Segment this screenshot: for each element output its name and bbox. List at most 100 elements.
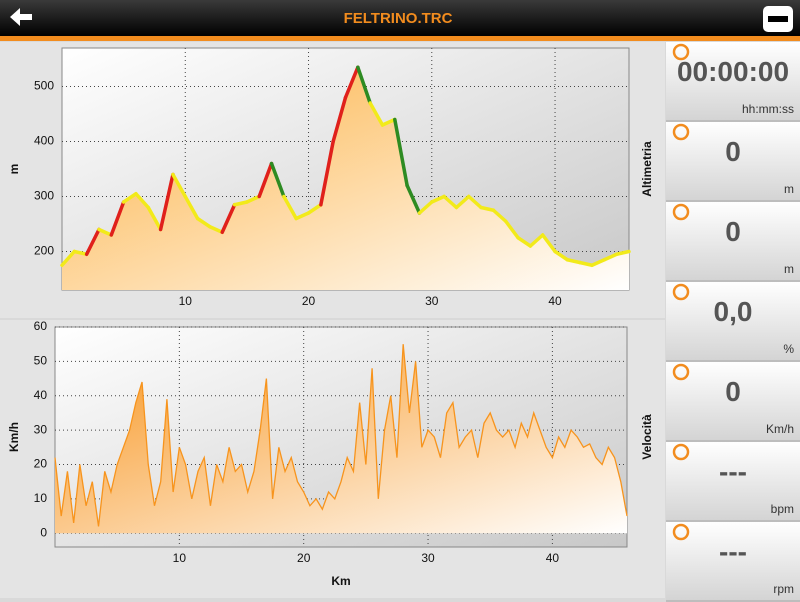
profile-segment bbox=[269, 161, 286, 199]
chart-title: Altimetria bbox=[640, 141, 654, 197]
x-tick-label: 30 bbox=[425, 294, 439, 308]
panel-unit: m bbox=[784, 182, 794, 196]
icon-shape bbox=[672, 523, 690, 541]
x-tick-label: 20 bbox=[302, 294, 316, 308]
panel-unit: rpm bbox=[773, 582, 794, 596]
panel-icon bbox=[672, 123, 690, 141]
x-tick-label: 10 bbox=[173, 551, 187, 565]
panel-value: 0 bbox=[725, 376, 741, 407]
profile-segment bbox=[183, 194, 200, 221]
profile-segment bbox=[158, 172, 175, 232]
icon-shape bbox=[672, 43, 690, 61]
x-tick-label: 30 bbox=[421, 551, 435, 565]
profile-segment bbox=[614, 249, 631, 256]
profile-segment bbox=[84, 227, 101, 256]
profile-segment bbox=[282, 194, 298, 221]
panel-value: 0,0 bbox=[713, 296, 753, 327]
y-axis-label: m bbox=[7, 164, 21, 175]
profile-segment bbox=[393, 117, 409, 188]
profile-segment bbox=[208, 225, 224, 234]
panel-icon bbox=[672, 443, 690, 461]
profile-segment bbox=[380, 117, 397, 127]
x-tick-label: 40 bbox=[546, 551, 560, 565]
panel-value: 0 bbox=[725, 216, 741, 247]
x-tick-label: 40 bbox=[548, 294, 562, 308]
profile-segment bbox=[405, 183, 422, 215]
profile-segment bbox=[454, 194, 471, 210]
profile-segment bbox=[109, 200, 126, 237]
profile-segment bbox=[491, 208, 508, 223]
y-tick-label: 0 bbox=[40, 525, 47, 539]
icon-shape bbox=[672, 123, 690, 141]
panel-icon bbox=[672, 363, 690, 381]
y-tick-label: 20 bbox=[34, 457, 48, 471]
area-fill bbox=[55, 344, 627, 534]
y-tick-label: 40 bbox=[34, 388, 48, 402]
profile-segment bbox=[430, 194, 446, 204]
icon-shape bbox=[672, 203, 690, 221]
y-tick-label: 400 bbox=[34, 134, 54, 148]
profile-segment bbox=[602, 252, 619, 262]
menu-icon bbox=[768, 16, 788, 22]
profile-segment bbox=[220, 203, 237, 234]
panel-value: --- bbox=[719, 536, 747, 567]
y-axis-label: Km/h bbox=[7, 422, 21, 452]
profile-segment bbox=[72, 249, 89, 256]
data-panel: --- rpm bbox=[666, 522, 800, 602]
profile-segment bbox=[232, 200, 249, 207]
data-panel: --- bpm bbox=[666, 442, 800, 522]
chart-title: Velocità bbox=[640, 414, 654, 460]
data-panel: 0 Km/h bbox=[666, 362, 800, 442]
x-tick-label: 20 bbox=[297, 551, 311, 565]
profile-segment bbox=[306, 203, 323, 215]
profile-segment bbox=[516, 236, 533, 248]
speed-line bbox=[54, 344, 628, 527]
profile-segment bbox=[319, 139, 335, 207]
x-tick-label: 10 bbox=[179, 294, 193, 308]
profile-segment bbox=[590, 258, 607, 267]
profile-segment bbox=[565, 258, 582, 265]
back-button[interactable] bbox=[10, 8, 32, 26]
data-panel: 00:00:00 hh:mm:ss bbox=[666, 42, 800, 122]
profile-segment bbox=[503, 219, 520, 240]
y-tick-label: 50 bbox=[34, 354, 48, 368]
panel-icon bbox=[672, 523, 690, 541]
icon-shape bbox=[672, 363, 690, 381]
y-tick-label: 60 bbox=[34, 319, 48, 333]
profile-segment bbox=[195, 216, 212, 229]
panel-value: 0 bbox=[725, 136, 741, 167]
x-axis-label: Km bbox=[331, 574, 350, 588]
y-tick-label: 300 bbox=[34, 189, 54, 203]
profile-segment bbox=[294, 211, 311, 221]
profile-segment bbox=[479, 205, 496, 212]
area-fill bbox=[62, 67, 629, 290]
panel-value: --- bbox=[719, 456, 747, 487]
panel-icon bbox=[672, 283, 690, 301]
y-tick-label: 30 bbox=[34, 422, 48, 436]
profile-segment bbox=[60, 249, 77, 267]
profile-segment bbox=[540, 233, 557, 254]
profile-segment bbox=[171, 172, 188, 199]
header-bar bbox=[0, 0, 800, 36]
profile-segment bbox=[528, 233, 545, 248]
panel-unit: hh:mm:ss bbox=[741, 102, 794, 116]
panel-unit: Km/h bbox=[765, 422, 794, 436]
icon-shape bbox=[672, 443, 690, 461]
profile-segment bbox=[368, 101, 385, 127]
data-panel: 0,0% bbox=[666, 282, 800, 362]
profile-segment bbox=[245, 194, 261, 204]
profile-segment bbox=[577, 260, 594, 267]
header-title: FELTRINO.TRC bbox=[344, 10, 453, 27]
profile-segment bbox=[121, 192, 138, 204]
profile-segment bbox=[417, 200, 434, 215]
profile-segment bbox=[553, 249, 570, 262]
profile-segment bbox=[331, 95, 348, 144]
profile-segment bbox=[97, 227, 114, 237]
y-tick-label: 200 bbox=[34, 244, 54, 258]
panel-icon bbox=[672, 203, 690, 221]
panel-unit: m bbox=[784, 262, 794, 276]
profile-segment bbox=[442, 194, 459, 210]
